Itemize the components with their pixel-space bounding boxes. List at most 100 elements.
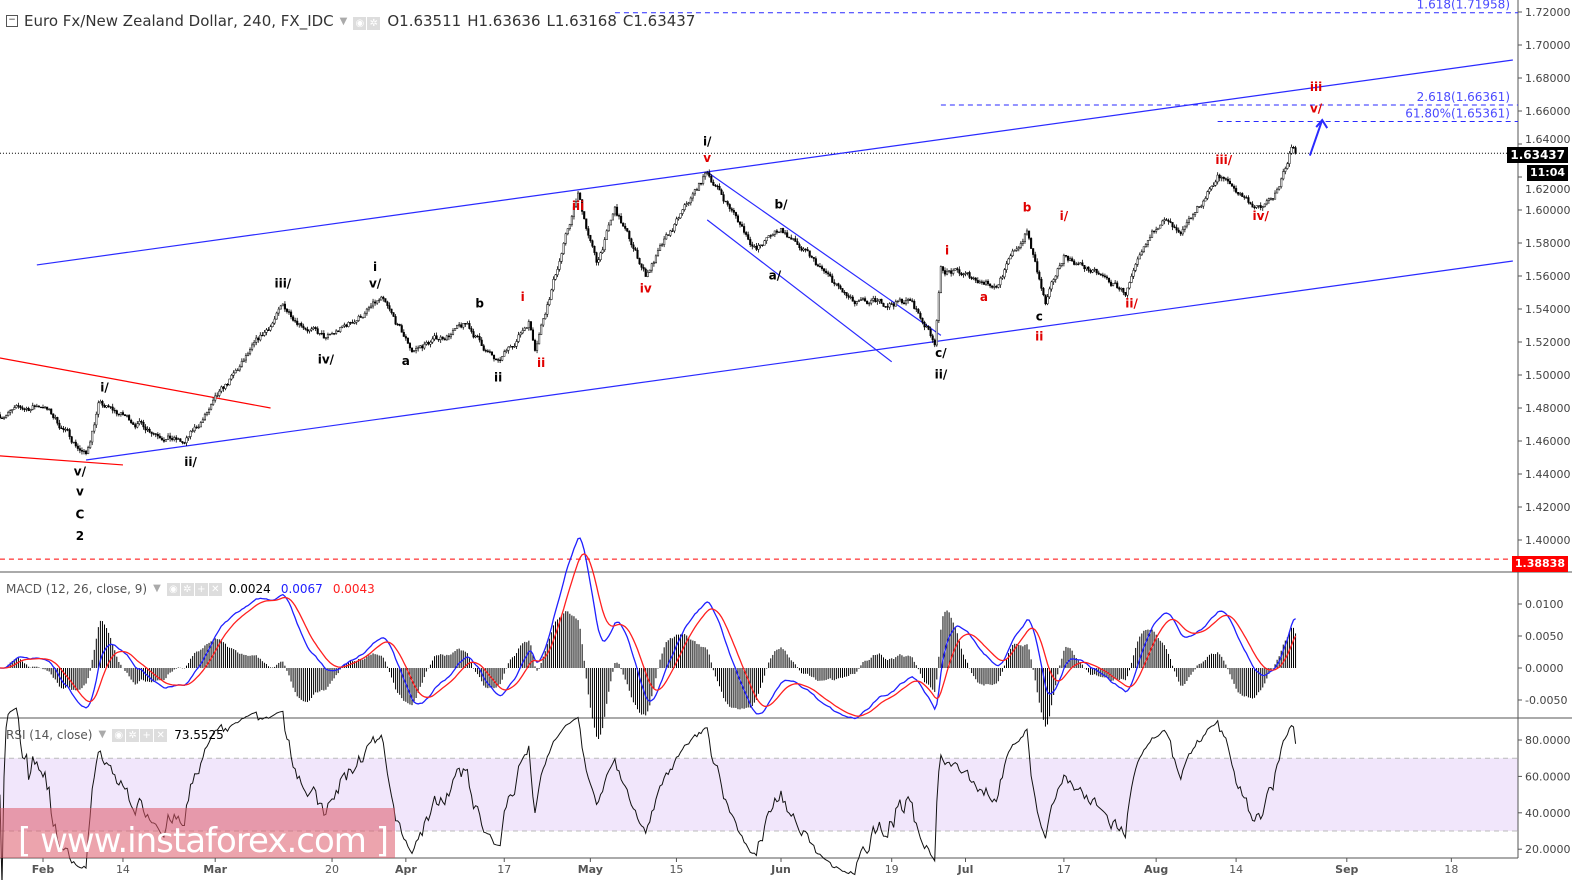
candle bbox=[333, 333, 336, 336]
plus-icon[interactable]: + bbox=[140, 729, 154, 742]
candle bbox=[97, 400, 100, 418]
price-tick-label: 1.56000 bbox=[1525, 270, 1571, 283]
eye-icon[interactable]: ◉ bbox=[353, 17, 367, 30]
candle bbox=[9, 409, 12, 416]
candle bbox=[964, 271, 967, 277]
chevron-down-icon[interactable]: ▼ bbox=[339, 15, 348, 27]
candle-body bbox=[1011, 250, 1014, 256]
candle bbox=[470, 326, 473, 334]
candle bbox=[1116, 280, 1119, 289]
rsi-title[interactable]: RSI (14, close) bbox=[6, 727, 93, 742]
candle-body bbox=[1036, 261, 1039, 273]
candle bbox=[394, 314, 397, 326]
candle-body bbox=[909, 299, 912, 301]
candle bbox=[363, 311, 366, 318]
candle-body bbox=[1226, 178, 1229, 182]
candle bbox=[827, 270, 830, 277]
candle bbox=[101, 399, 104, 408]
candle-body bbox=[1241, 193, 1244, 197]
candle-body bbox=[995, 286, 998, 288]
trendline bbox=[706, 219, 893, 363]
chevron-down-icon[interactable]: ▼ bbox=[153, 583, 161, 594]
candle-body bbox=[779, 228, 783, 233]
gear-icon[interactable]: ✲ bbox=[180, 583, 194, 596]
collapse-icon[interactable]: − bbox=[6, 15, 18, 27]
candle bbox=[431, 336, 434, 344]
candle bbox=[115, 409, 118, 417]
candle-body bbox=[171, 438, 174, 440]
gear-icon[interactable]: ✲ bbox=[367, 17, 381, 30]
candle-body bbox=[837, 283, 840, 287]
candle-body bbox=[267, 329, 270, 331]
candle-body bbox=[654, 255, 658, 263]
candle bbox=[308, 329, 311, 334]
candle bbox=[302, 323, 305, 330]
candle-body bbox=[1005, 263, 1008, 271]
candle bbox=[443, 337, 446, 341]
plus-icon[interactable]: + bbox=[194, 583, 208, 596]
candle bbox=[64, 426, 67, 433]
close-icon[interactable]: ✕ bbox=[154, 729, 168, 742]
candle-body bbox=[685, 203, 688, 205]
candle-body bbox=[706, 172, 709, 174]
candle bbox=[1110, 279, 1113, 287]
candle bbox=[1259, 202, 1262, 211]
candle bbox=[242, 358, 245, 363]
candle-body bbox=[1110, 281, 1113, 286]
candle bbox=[775, 229, 778, 235]
time-tick-label: 14 bbox=[116, 863, 130, 876]
candle bbox=[538, 332, 541, 345]
gear-icon[interactable]: ✲ bbox=[126, 729, 140, 742]
candle bbox=[273, 315, 276, 325]
candle bbox=[1112, 283, 1115, 287]
candle-body bbox=[136, 423, 139, 428]
candle-body bbox=[656, 250, 660, 257]
macd-title[interactable]: MACD (12, 26, close, 9) bbox=[6, 581, 148, 596]
candle-body bbox=[37, 405, 40, 408]
candle bbox=[812, 256, 815, 262]
eye-icon[interactable]: ◉ bbox=[166, 583, 180, 596]
candle bbox=[1212, 182, 1215, 188]
symbol-title[interactable]: Euro Fx/New Zealand Dollar, 240, FX_IDC bbox=[24, 12, 334, 30]
candle-body bbox=[987, 280, 990, 285]
candle-body bbox=[786, 232, 789, 238]
macd-tick-label: 0.0100 bbox=[1525, 598, 1564, 611]
candle bbox=[322, 330, 325, 339]
candle bbox=[886, 303, 889, 311]
candle-body bbox=[17, 405, 20, 407]
candle bbox=[958, 266, 961, 277]
close-icon[interactable]: ✕ bbox=[208, 583, 222, 596]
candle-body bbox=[552, 279, 555, 291]
candle-body bbox=[333, 333, 336, 335]
candle-body bbox=[1185, 222, 1188, 227]
candle bbox=[347, 321, 350, 328]
candle bbox=[845, 292, 848, 299]
candle-body bbox=[421, 345, 424, 349]
candle bbox=[1189, 217, 1193, 220]
candle-body bbox=[488, 351, 491, 353]
candle-body bbox=[1103, 275, 1106, 278]
candle bbox=[720, 188, 723, 195]
candle bbox=[210, 403, 213, 411]
candle bbox=[41, 404, 45, 409]
candle bbox=[488, 349, 491, 354]
candle-body bbox=[363, 312, 366, 318]
candle-body bbox=[322, 333, 325, 339]
axes[interactable]: 1.72000 1.70000 1.68000 1.66000 1.64000 1.620… bbox=[32, 6, 1571, 876]
candle bbox=[693, 188, 696, 196]
candle-body bbox=[390, 308, 393, 313]
candle bbox=[695, 187, 699, 191]
candle bbox=[222, 386, 225, 392]
candle bbox=[111, 403, 114, 414]
candle-body bbox=[400, 325, 403, 333]
candle bbox=[622, 222, 625, 227]
candle-body bbox=[1286, 163, 1289, 169]
eye-icon[interactable]: ◉ bbox=[112, 729, 126, 742]
candle bbox=[150, 431, 153, 437]
candle bbox=[13, 405, 16, 410]
chevron-down-icon[interactable]: ▼ bbox=[98, 729, 107, 740]
candle bbox=[935, 319, 938, 347]
candle-body bbox=[1200, 205, 1203, 208]
candle-body bbox=[880, 298, 883, 304]
